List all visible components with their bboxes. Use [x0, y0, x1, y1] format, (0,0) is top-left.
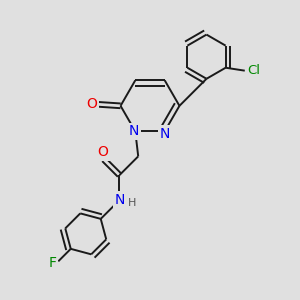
- Text: F: F: [48, 256, 56, 270]
- Text: O: O: [87, 98, 98, 111]
- Text: N: N: [160, 127, 170, 141]
- Text: H: H: [128, 198, 136, 208]
- Text: Cl: Cl: [248, 64, 261, 77]
- Text: N: N: [114, 193, 125, 207]
- Text: O: O: [97, 145, 108, 159]
- Text: N: N: [129, 124, 139, 138]
